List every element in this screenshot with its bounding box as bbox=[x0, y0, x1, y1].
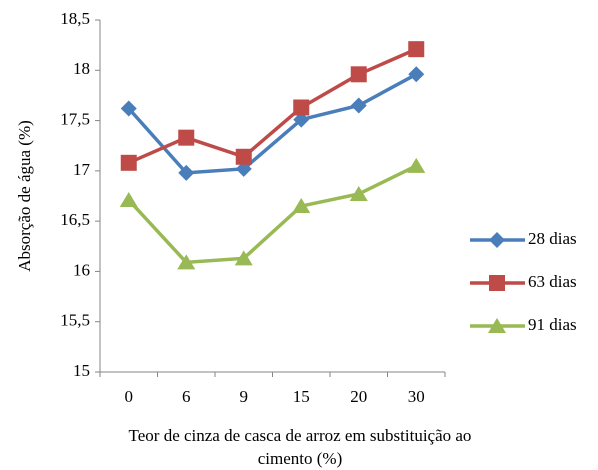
y-tick-label: 15 bbox=[73, 361, 90, 380]
data-point bbox=[120, 154, 137, 171]
data-point bbox=[235, 148, 252, 165]
x-tick-label: 0 bbox=[125, 387, 134, 406]
data-point bbox=[408, 41, 425, 58]
data-point bbox=[119, 192, 138, 208]
data-point bbox=[234, 250, 253, 266]
y-axis-label: Absorção de água (%) bbox=[15, 120, 34, 272]
data-point bbox=[407, 157, 426, 173]
legend-marker bbox=[488, 318, 506, 333]
x-tick-label: 15 bbox=[293, 387, 310, 406]
data-point bbox=[178, 129, 195, 146]
legend-label: 91 dias bbox=[528, 315, 577, 334]
data-point bbox=[350, 66, 367, 83]
data-point bbox=[120, 100, 137, 117]
y-tick-label: 18 bbox=[73, 59, 90, 78]
legend-marker bbox=[489, 232, 505, 248]
x-tick-label: 20 bbox=[350, 387, 367, 406]
legend-label: 28 dias bbox=[528, 229, 577, 248]
series-line bbox=[127, 72, 418, 175]
x-axis-label: Teor de cinza de casca de arroz em subst… bbox=[129, 426, 472, 445]
y-tick-label: 17,5 bbox=[60, 109, 90, 128]
data-point bbox=[408, 66, 425, 83]
y-tick-label: 15,5 bbox=[60, 311, 90, 330]
data-point bbox=[349, 185, 368, 201]
series-line bbox=[128, 47, 417, 165]
y-tick-label: 17 bbox=[73, 160, 91, 179]
series-line bbox=[127, 164, 418, 265]
y-tick-label: 18,5 bbox=[60, 9, 90, 28]
x-tick-label: 30 bbox=[408, 387, 425, 406]
data-point bbox=[235, 160, 252, 177]
data-point bbox=[350, 97, 367, 114]
data-point bbox=[178, 164, 195, 181]
data-point bbox=[293, 99, 310, 116]
x-axis-label: cimento (%) bbox=[258, 449, 343, 468]
legend-marker bbox=[489, 275, 505, 291]
data-point bbox=[293, 111, 310, 128]
x-tick-label: 6 bbox=[182, 387, 191, 406]
y-tick-label: 16,5 bbox=[60, 210, 90, 229]
legend-label: 63 dias bbox=[528, 272, 577, 291]
x-tick-label: 9 bbox=[240, 387, 249, 406]
data-point bbox=[177, 254, 196, 270]
data-point bbox=[292, 198, 311, 214]
y-tick-label: 16 bbox=[73, 260, 90, 279]
